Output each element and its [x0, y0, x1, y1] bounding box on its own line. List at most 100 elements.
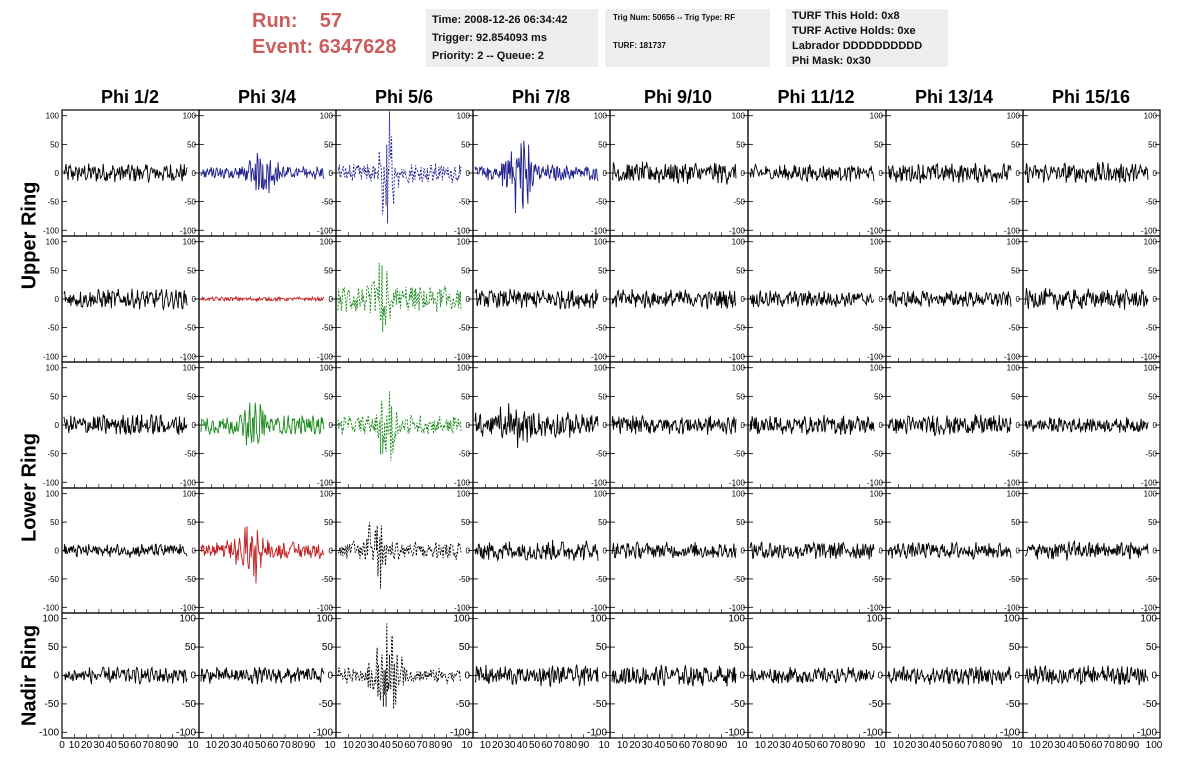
- panel-r3-c2: -100 -50 0 50 100: [198, 361, 337, 489]
- y-tick-label: 50: [185, 642, 197, 653]
- panel-r4-c3: -100 -50 0 50 100: [335, 487, 474, 614]
- y-tick-label: 100: [870, 490, 884, 499]
- y-tick-label: -100: [729, 603, 746, 612]
- time-text: Time: 2008-12-26 06:34:42: [432, 14, 568, 26]
- y-tick-label: -100: [454, 226, 471, 235]
- x-tick-label: 60: [817, 740, 829, 751]
- y-tick-label: 0: [603, 547, 608, 556]
- waveform-line: [1024, 540, 1149, 561]
- y-tick-label: 0: [603, 295, 608, 304]
- x-tick-label: 20: [355, 740, 367, 751]
- y-tick-label: 50: [322, 642, 334, 653]
- x-tick-label: 10: [736, 740, 748, 751]
- y-tick-label: 50: [598, 518, 607, 527]
- x-tick-label: 80: [979, 740, 991, 751]
- priority-text: Priority: 2 -- Queue: 2: [432, 50, 544, 62]
- trig-num-text: Trig Num: 50656 -- Trig Type: RF: [613, 13, 736, 22]
- y-tick-label: -50: [1008, 198, 1020, 207]
- y-tick-label: 50: [874, 392, 883, 401]
- y-tick-label: 0: [1016, 547, 1021, 556]
- x-tick-label: 10: [617, 740, 629, 751]
- x-tick-label: 50: [666, 740, 678, 751]
- y-tick-label: -50: [871, 198, 883, 207]
- y-tick-label: 0: [55, 295, 60, 304]
- y-tick-label: 0: [1153, 421, 1158, 430]
- y-tick-label: 100: [453, 614, 470, 625]
- x-tick-label: 30: [367, 740, 379, 751]
- panel-r3-c8: -100 -50 0 50 100: [1022, 361, 1161, 489]
- y-tick-label: -100: [454, 352, 471, 361]
- y-tick-label: 50: [461, 518, 470, 527]
- y-tick-label: 100: [732, 364, 746, 373]
- y-tick-label: -100: [867, 603, 884, 612]
- y-tick-label: 100: [732, 238, 746, 247]
- y-tick-label: -100: [313, 727, 333, 738]
- panel-r5-c6: -100 -50 0 50 100: [747, 612, 887, 739]
- panel-r1-c6: -100 -50 0 50 100: [747, 109, 887, 237]
- y-tick-label: -50: [458, 450, 470, 459]
- y-tick-label: 50: [736, 518, 745, 527]
- x-tick-label: 20: [905, 740, 917, 751]
- y-tick-label: 0: [55, 169, 60, 178]
- y-tick-label: -50: [1008, 324, 1020, 333]
- y-tick-label: 50: [598, 140, 607, 149]
- waveform-line: [474, 539, 599, 562]
- y-tick-label: -100: [867, 226, 884, 235]
- y-tick-label: -100: [587, 727, 607, 738]
- y-tick-label: 0: [327, 671, 333, 682]
- x-tick-label: 10: [461, 740, 473, 751]
- panel-r5-c7: -100 -50 0 50 100: [885, 612, 1024, 739]
- panel-r3-c4: -100 -50 0 50 100: [472, 361, 611, 489]
- y-tick-label: 50: [872, 642, 884, 653]
- waveform-line: [63, 543, 188, 558]
- y-tick-label: 50: [324, 518, 333, 527]
- x-tick-label: 90: [578, 740, 590, 751]
- y-tick-label: -50: [321, 198, 333, 207]
- panel-r2-c3: -100 -50 0 50 100: [335, 235, 474, 363]
- x-tick-label: 70: [280, 740, 292, 751]
- y-tick-label: -100: [1000, 727, 1020, 738]
- y-tick-label: 0: [53, 671, 59, 682]
- y-tick-label: -50: [47, 575, 59, 584]
- y-tick-label: -50: [595, 198, 607, 207]
- y-tick-label: -50: [595, 575, 607, 584]
- y-tick-label: 100: [183, 238, 197, 247]
- y-tick-label: 100: [183, 490, 197, 499]
- y-tick-label: 0: [879, 295, 884, 304]
- x-tick-label: 10: [1011, 740, 1023, 751]
- y-tick-label: 0: [601, 671, 607, 682]
- x-tick-label: 70: [829, 740, 841, 751]
- panel-r2-c4: -100 -50 0 50 100: [472, 235, 611, 363]
- panel-frame: [335, 361, 474, 489]
- waveform-line: [200, 666, 325, 685]
- y-tick-label: -50: [1006, 699, 1021, 710]
- waveform-line: [63, 665, 188, 685]
- x-tick-label: 10: [206, 740, 218, 751]
- run-value: 57: [319, 10, 343, 32]
- x-tick-label: 80: [292, 740, 304, 751]
- y-tick-label: 0: [741, 169, 746, 178]
- panel-r5-c8: -100 -50 0 50 100: [1022, 612, 1161, 739]
- trig-info-panel: Trig Num: 50656 -- Trig Type: RF TURF: 1…: [605, 9, 770, 67]
- y-tick-label: -50: [871, 450, 883, 459]
- y-tick-label: -50: [1008, 450, 1020, 459]
- y-tick-label: -100: [1004, 352, 1021, 361]
- y-tick-label: -50: [321, 575, 333, 584]
- event-label: Event:: [252, 36, 314, 58]
- y-tick-label: -50: [182, 699, 197, 710]
- panel-r2-c5: -100 -50 0 50 100: [609, 235, 749, 363]
- waveform-line: [63, 288, 188, 312]
- y-tick-label: -100: [1004, 226, 1021, 235]
- x-tick-label: 90: [167, 740, 179, 751]
- y-tick-label: -50: [1008, 575, 1020, 584]
- y-tick-label: -100: [317, 226, 334, 235]
- x-tick-label: 30: [230, 740, 242, 751]
- waveform-line: [200, 402, 325, 446]
- y-tick-label: 100: [732, 490, 746, 499]
- y-tick-label: 0: [1016, 421, 1021, 430]
- y-tick-label: 50: [50, 518, 59, 527]
- waveform-line: [749, 290, 875, 308]
- y-tick-label: -50: [456, 699, 471, 710]
- y-tick-label: 0: [877, 671, 883, 682]
- panel-r4-c4: -100 -50 0 50 100: [472, 487, 611, 614]
